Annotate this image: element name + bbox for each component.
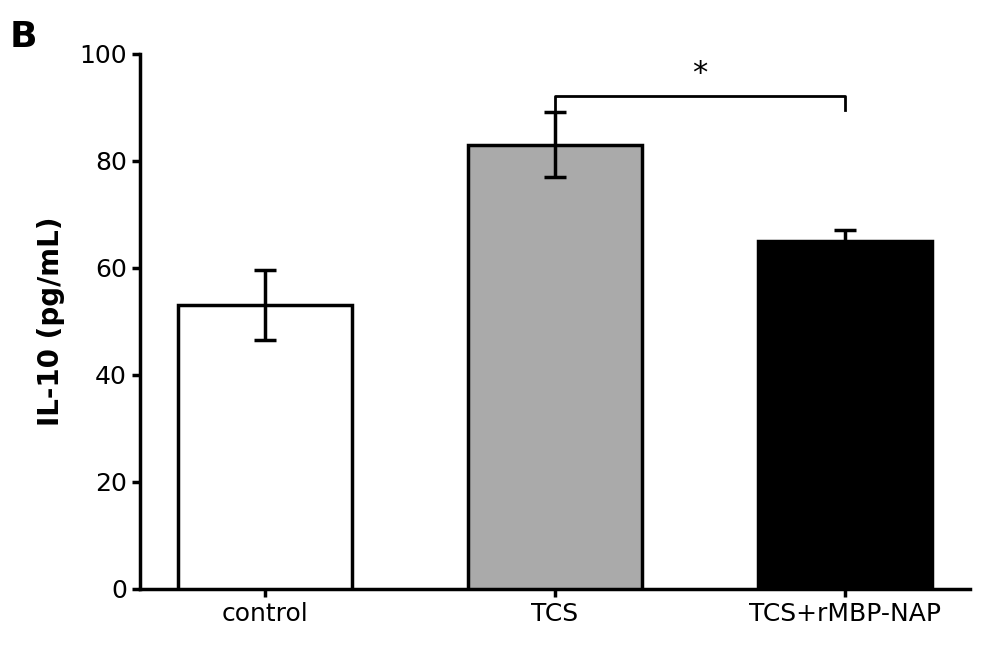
Bar — [468, 145, 642, 589]
Text: *: * — [692, 60, 708, 88]
Y-axis label: IL-10 (pg/mL): IL-10 (pg/mL) — [37, 216, 65, 426]
Bar — [178, 305, 352, 589]
Bar — [758, 241, 932, 589]
Text: B: B — [10, 20, 38, 54]
